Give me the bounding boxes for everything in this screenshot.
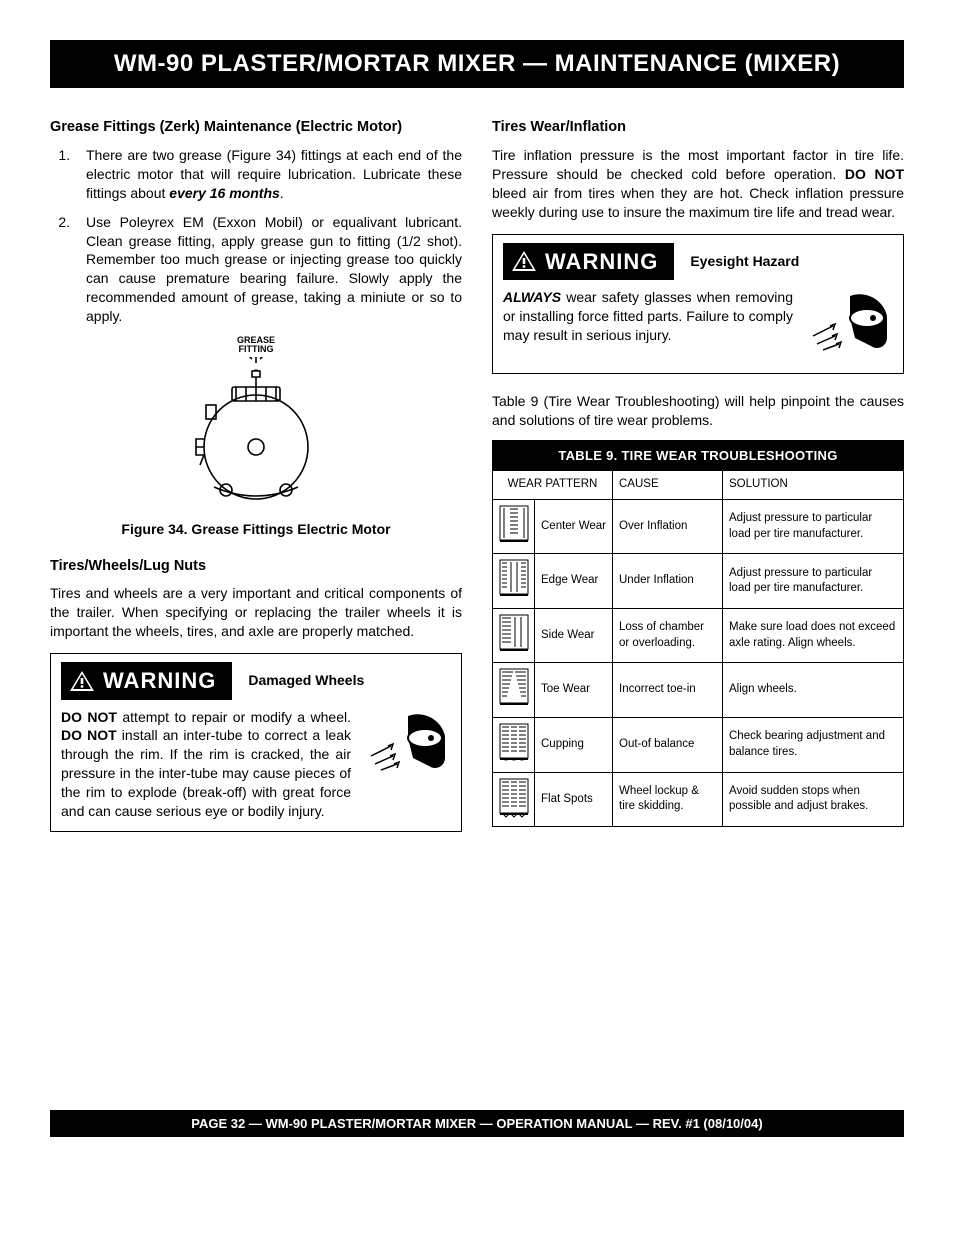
warning-text: DO NOT attempt to repair or modify a whe… — [61, 708, 351, 821]
tire-wear-table: TABLE 9. TIRE WEAR TROUBLESHOOTING WEAR … — [492, 440, 904, 827]
wear-name: Toe Wear — [535, 663, 613, 718]
inflation-paragraph: Tire inflation pressure is the most impo… — [492, 146, 904, 222]
motor-diagram: GREASE FITTING — [50, 336, 462, 512]
tire-pattern-icon — [493, 718, 535, 773]
th-wear: WEAR PATTERN — [493, 471, 613, 500]
wear-cause: Loss of chamber or overloading. — [613, 608, 723, 663]
wear-name: Side Wear — [535, 608, 613, 663]
wear-solution: Align wheels. — [723, 663, 904, 718]
grease-label-2: FITTING — [239, 344, 274, 354]
table-row: Cupping Out-of balance Check bearing adj… — [493, 718, 904, 773]
table-header-row: WEAR PATTERN CAUSE SOLUTION — [493, 471, 904, 500]
tire-pattern-icon — [493, 663, 535, 718]
content-columns: Grease Fittings (Zerk) Maintenance (Elec… — [50, 108, 904, 850]
warning-damaged-wheels: WARNING Damaged Wheels DO NOT attempt to… — [50, 653, 462, 832]
tire-pattern-icon — [493, 608, 535, 663]
wear-cause: Incorrect toe-in — [613, 663, 723, 718]
table-title: TABLE 9. TIRE WEAR TROUBLESHOOTING — [493, 440, 904, 471]
warn1-donot-1: DO NOT — [61, 709, 117, 725]
tires-wheels-paragraph: Tires and wheels are a very important an… — [50, 584, 462, 641]
infl-c: bleed air from tires when they are hot. … — [492, 185, 904, 220]
table-row: Edge Wear Under Inflation Adjust pressur… — [493, 554, 904, 609]
hazard-title-2: Eyesight Hazard — [690, 252, 799, 271]
wear-cause: Wheel lockup & tire skidding. — [613, 772, 723, 827]
grease-fitting-label: GREASE FITTING — [50, 336, 462, 355]
wear-solution: Avoid sudden stops when possible and adj… — [723, 772, 904, 827]
warning-text-2: ALWAYS wear safety glasses when removing… — [503, 288, 793, 345]
right-column: Tires Wear/Inflation Tire inflation pres… — [492, 108, 904, 850]
tire-pattern-icon — [493, 772, 535, 827]
step1-emph: every 16 months — [169, 185, 280, 201]
wear-name: Center Wear — [535, 499, 613, 554]
table-intro: Table 9 (Tire Wear Troubleshooting) will… — [492, 392, 904, 430]
wear-name: Flat Spots — [535, 772, 613, 827]
wear-solution: Check bearing adjustment and balance tir… — [723, 718, 904, 773]
warning-badge: WARNING — [61, 662, 232, 700]
infl-donot: DO NOT — [845, 166, 904, 182]
wear-solution: Adjust pressure to particular load per t… — [723, 499, 904, 554]
heading-tire-inflation: Tires Wear/Inflation — [492, 118, 904, 138]
heading-tires-wheels: Tires/Wheels/Lug Nuts — [50, 557, 462, 577]
wear-cause: Over Inflation — [613, 499, 723, 554]
warning-head-2: WARNING Eyesight Hazard — [503, 243, 893, 281]
warn1-txt-b: attempt to repair or modify a wheel. — [117, 709, 351, 725]
warning-head: WARNING Damaged Wheels — [61, 662, 451, 700]
warning-label-2: WARNING — [545, 247, 658, 277]
warning-triangle-icon — [511, 250, 537, 272]
warning-body-2: ALWAYS wear safety glasses when removing… — [503, 288, 893, 363]
wear-name: Cupping — [535, 718, 613, 773]
warn1-donot-2: DO NOT — [61, 727, 117, 743]
wear-solution: Adjust pressure to particular load per t… — [723, 554, 904, 609]
wear-cause: Out-of balance — [613, 718, 723, 773]
warning-triangle-icon — [69, 670, 95, 692]
warning-label: WARNING — [103, 666, 216, 696]
table-row: Flat Spots Wheel lockup & tire skidding.… — [493, 772, 904, 827]
th-cause: CAUSE — [613, 471, 723, 500]
figure-34-caption: Figure 34. Grease Fittings Electric Moto… — [50, 520, 462, 539]
table-row: Center Wear Over Inflation Adjust pressu… — [493, 499, 904, 554]
grease-steps: There are two grease (Figure 34) fitting… — [50, 146, 462, 326]
warn2-always: ALWAYS — [503, 289, 561, 305]
heading-grease: Grease Fittings (Zerk) Maintenance (Elec… — [50, 118, 462, 138]
page-title-bar: WM-90 PLASTER/MORTAR MIXER — MAINTENANCE… — [50, 40, 904, 88]
wear-cause: Under Inflation — [613, 554, 723, 609]
table-row: Side Wear Loss of chamber or overloading… — [493, 608, 904, 663]
warning-body: DO NOT attempt to repair or modify a whe… — [61, 708, 451, 821]
tire-pattern-icon — [493, 499, 535, 554]
left-column: Grease Fittings (Zerk) Maintenance (Elec… — [50, 108, 462, 850]
warning-eyesight: WARNING Eyesight Hazard ALWAYS wear safe… — [492, 234, 904, 375]
hazard-title: Damaged Wheels — [248, 671, 364, 690]
page-footer: PAGE 32 — WM-90 PLASTER/MORTAR MIXER — O… — [50, 1110, 904, 1138]
safety-goggles-icon — [361, 708, 451, 783]
grease-step-2: Use Poleyrex EM (Exxon Mobil) or equaliv… — [74, 213, 462, 326]
step1-text-c: . — [280, 185, 284, 201]
th-solution: SOLUTION — [723, 471, 904, 500]
warning-badge-2: WARNING — [503, 243, 674, 281]
wear-name: Edge Wear — [535, 554, 613, 609]
infl-a: Tire inflation pressure is the most impo… — [492, 147, 904, 182]
motor-icon — [176, 357, 336, 507]
tire-pattern-icon — [493, 554, 535, 609]
grease-step-1: There are two grease (Figure 34) fitting… — [74, 146, 462, 203]
wear-solution: Make sure load does not exceed axle rati… — [723, 608, 904, 663]
safety-goggles-icon-2 — [803, 288, 893, 363]
table-row: Toe Wear Incorrect toe-in Align wheels. — [493, 663, 904, 718]
